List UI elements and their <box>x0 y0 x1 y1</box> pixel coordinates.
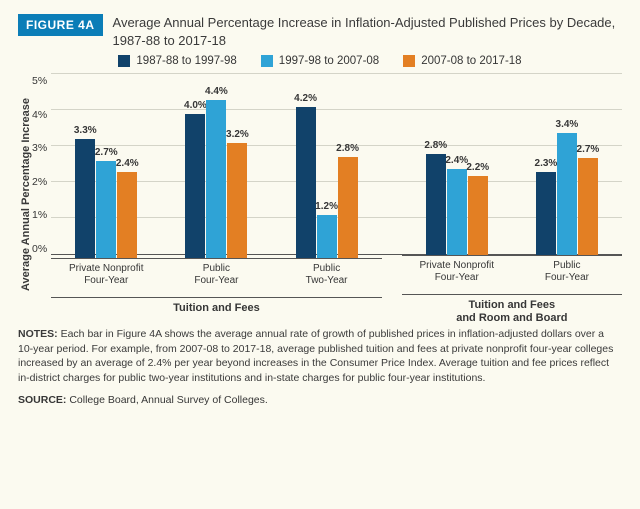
x-category-label: Private NonprofitFour-Year <box>51 259 161 289</box>
bar: 4.4% <box>206 100 226 258</box>
legend-swatch <box>403 55 415 67</box>
notes: NOTES: Each bar in Figure 4A shows the a… <box>18 327 622 386</box>
section-label: Tuition and Fees <box>51 297 381 315</box>
chart-panel: 3.3%2.7%2.4%4.0%4.4%3.2%4.2%1.2%2.8%Priv… <box>51 75 381 315</box>
bar-value-label: 2.4% <box>116 158 139 169</box>
notes-label: NOTES: <box>18 328 58 340</box>
legend-label: 1987-88 to 1997-98 <box>136 55 236 67</box>
chart-panel: 2.8%2.4%2.2%2.3%3.4%2.7%Private Nonprofi… <box>402 75 622 315</box>
y-axis-label: Average Annual Percentage Increase <box>18 75 32 315</box>
bar-value-label: 4.2% <box>294 93 317 104</box>
x-category-label: PublicTwo-Year <box>272 259 382 289</box>
bar-value-label: 2.7% <box>577 144 600 155</box>
bar: 2.8% <box>426 154 446 255</box>
panels: 3.3%2.7%2.4%4.0%4.4%3.2%4.2%1.2%2.8%Priv… <box>51 75 622 315</box>
y-tick: 0% <box>32 243 47 255</box>
bar-value-label: 2.7% <box>95 147 118 158</box>
y-tick: 5% <box>32 75 47 87</box>
bar: 4.2% <box>296 107 316 258</box>
bar: 1.2% <box>317 215 337 258</box>
source-text: College Board, Annual Survey of Colleges… <box>69 394 267 406</box>
legend-item: 1987-88 to 1997-98 <box>118 55 236 67</box>
notes-text: Each bar in Figure 4A shows the average … <box>18 328 613 384</box>
bar-value-label: 3.2% <box>226 129 249 140</box>
bar: 2.7% <box>96 161 116 258</box>
bar: 2.8% <box>338 157 358 258</box>
legend-label: 1997-98 to 2007-08 <box>279 55 379 67</box>
bar: 2.7% <box>578 158 598 255</box>
bar-value-label: 4.0% <box>184 100 207 111</box>
gridline <box>51 73 622 74</box>
x-category-label: PublicFour-Year <box>512 256 622 286</box>
bar-group: 4.2%1.2%2.8% <box>272 78 382 258</box>
y-tick: 4% <box>32 109 47 121</box>
section-label: Tuition and Feesand Room and Board <box>402 294 622 325</box>
bar: 4.0% <box>185 114 205 258</box>
bar-group: 3.3%2.7%2.4% <box>51 78 161 258</box>
bar-value-label: 2.4% <box>445 155 468 166</box>
source-label: SOURCE: <box>18 394 66 406</box>
bar-groups: 3.3%2.7%2.4%4.0%4.4%3.2%4.2%1.2%2.8% <box>51 75 381 258</box>
bar-value-label: 1.2% <box>315 201 338 212</box>
legend-item: 1997-98 to 2007-08 <box>261 55 379 67</box>
plot-area: 3.3%2.7%2.4%4.0%4.4%3.2%4.2%1.2%2.8%Priv… <box>51 75 622 315</box>
bar-value-label: 3.4% <box>556 119 579 130</box>
figure-title: Average Annual Percentage Increase in In… <box>113 14 622 49</box>
bar: 3.4% <box>557 133 577 255</box>
bar: 3.2% <box>227 143 247 258</box>
bar: 2.4% <box>447 169 467 255</box>
legend-label: 2007-08 to 2017-18 <box>421 55 521 67</box>
y-tick: 1% <box>32 209 47 221</box>
y-axis-ticks: 5% 4% 3% 2% 1% 0% <box>32 75 51 275</box>
bar-group: 4.0%4.4%3.2% <box>161 78 271 258</box>
x-categories: Private NonprofitFour-YearPublicFour-Yea… <box>51 258 381 289</box>
bar-value-label: 2.8% <box>424 140 447 151</box>
legend-swatch <box>118 55 130 67</box>
x-categories: Private NonprofitFour-YearPublicFour-Yea… <box>402 255 622 286</box>
bar-value-label: 2.8% <box>336 143 359 154</box>
source: SOURCE: College Board, Annual Survey of … <box>18 394 622 406</box>
bar: 2.2% <box>468 176 488 255</box>
legend-swatch <box>261 55 273 67</box>
bar-groups: 2.8%2.4%2.2%2.3%3.4%2.7% <box>402 75 622 255</box>
bar-group: 2.8%2.4%2.2% <box>402 75 512 255</box>
figure-header: FIGURE 4A Average Annual Percentage Incr… <box>18 14 622 49</box>
bar-group: 2.3%3.4%2.7% <box>512 75 622 255</box>
bar-value-label: 4.4% <box>205 86 228 97</box>
bar-value-label: 3.3% <box>74 125 97 136</box>
figure-badge: FIGURE 4A <box>18 14 103 36</box>
chart: Average Annual Percentage Increase 5% 4% 3… <box>18 75 622 315</box>
y-tick: 2% <box>32 176 47 188</box>
bar: 2.4% <box>117 172 137 258</box>
bar-value-label: 2.3% <box>535 158 558 169</box>
x-category-label: Private NonprofitFour-Year <box>402 256 512 286</box>
x-category-label: PublicFour-Year <box>161 259 271 289</box>
y-tick: 3% <box>32 142 47 154</box>
bar: 3.3% <box>75 139 95 258</box>
bar-value-label: 2.2% <box>466 162 489 173</box>
legend: 1987-88 to 1997-98 1997-98 to 2007-08 2007… <box>18 55 622 67</box>
legend-item: 2007-08 to 2017-18 <box>403 55 521 67</box>
bar: 2.3% <box>536 172 556 255</box>
